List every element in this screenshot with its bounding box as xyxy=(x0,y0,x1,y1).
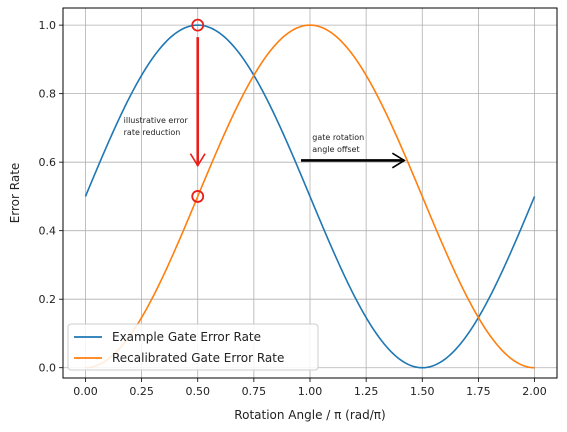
y-axis-ticks: 0.0 0.2 0.4 0.6 0.8 1.0 xyxy=(39,19,63,375)
highlight-marker xyxy=(191,190,205,203)
series-lines xyxy=(84,24,536,369)
x-tick-label: 0.00 xyxy=(73,385,98,398)
y-tick-label: 0.6 xyxy=(39,156,57,169)
annotation-text: gate rotation angle offset xyxy=(312,133,364,154)
legend-label: Example Gate Error Rate xyxy=(112,330,261,344)
y-tick-label: 0.4 xyxy=(39,225,57,238)
legend-label: Recalibrated Gate Error Rate xyxy=(112,351,284,365)
annotation-text: illustrative error rate reduction xyxy=(124,116,189,137)
x-tick-label: 1.75 xyxy=(466,385,491,398)
series-line-1 xyxy=(85,24,535,369)
x-tick-label: 1.00 xyxy=(298,385,323,398)
x-axis-label: Rotation Angle / π (rad/π) xyxy=(234,408,385,422)
annotation-line: illustrative error xyxy=(124,116,189,125)
x-tick-label: 0.25 xyxy=(129,385,154,398)
y-tick-label: 0.8 xyxy=(39,88,57,101)
annotation-line: angle offset xyxy=(312,145,359,154)
x-tick-label: 0.50 xyxy=(185,385,210,398)
arrow-head xyxy=(189,153,206,168)
series-line-0 xyxy=(84,24,536,369)
y-tick-label: 1.0 xyxy=(39,19,57,32)
y-tick-label: 0.2 xyxy=(39,293,57,306)
x-tick-label: 2.00 xyxy=(522,385,547,398)
x-tick-label: 0.75 xyxy=(242,385,267,398)
legend-box xyxy=(67,323,319,371)
x-tick-label: 1.50 xyxy=(410,385,435,398)
x-tick-label: 1.25 xyxy=(354,385,379,398)
annotation-line: rate reduction xyxy=(124,128,181,137)
x-axis-ticks: 0.00 0.25 0.50 0.75 1.00 1.25 1.50 1.75 2.00 xyxy=(73,378,547,398)
arrow-head xyxy=(391,152,406,169)
annotation-line: gate rotation xyxy=(312,133,364,142)
annotation-overlay: illustrative error rate reduction gate rot… xyxy=(124,18,406,203)
y-tick-label: 0.0 xyxy=(39,362,57,375)
y-axis-label: Error Rate xyxy=(8,163,22,224)
grid-lines xyxy=(63,8,557,378)
legend: Example Gate Error Rate Recalibrated Gate… xyxy=(67,323,319,371)
highlight-marker xyxy=(191,18,205,32)
